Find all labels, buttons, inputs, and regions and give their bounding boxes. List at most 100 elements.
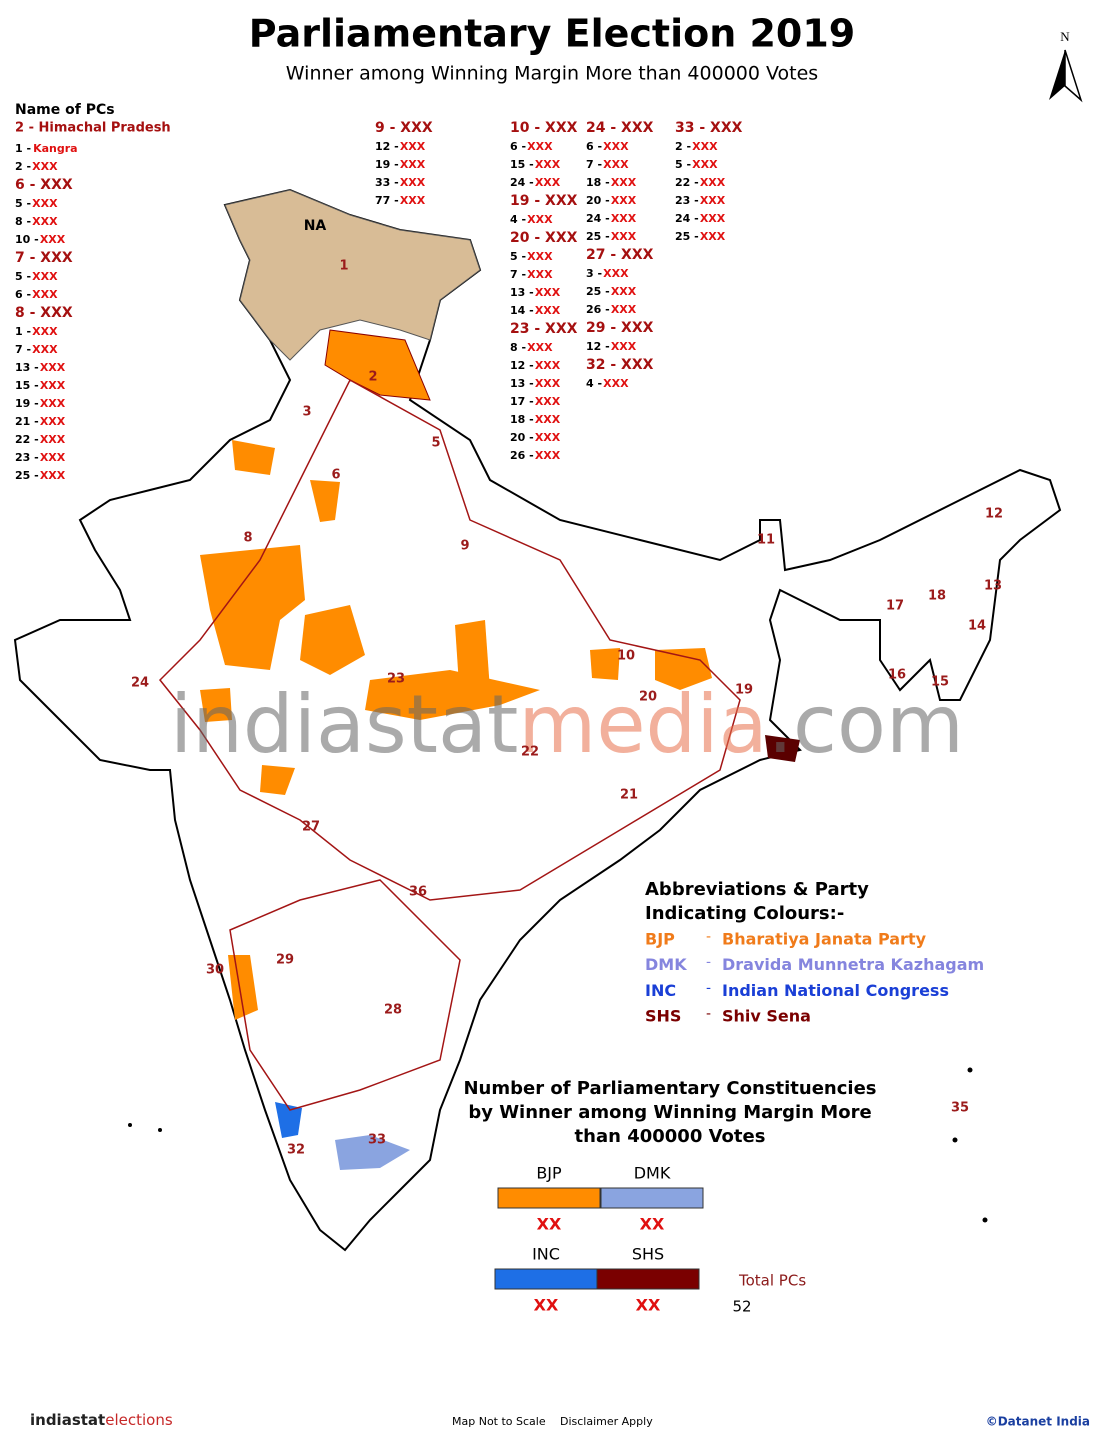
state-label: 35 bbox=[951, 1101, 969, 1116]
pc-number: 33 - bbox=[375, 176, 398, 189]
pc-number: 5 - bbox=[510, 250, 525, 263]
pc-number: 10 - bbox=[15, 233, 38, 246]
pc-item: 7 - XXX bbox=[586, 158, 629, 171]
bjp-region bbox=[300, 605, 365, 675]
pc-number: 5 - bbox=[15, 270, 30, 283]
pc-item: 1 - Kangra bbox=[15, 142, 78, 155]
state-label: 18 bbox=[928, 589, 946, 604]
state-label: 16 bbox=[888, 668, 906, 683]
pc-number: 7 - bbox=[15, 343, 30, 356]
legend-heading: Indicating Colours:- bbox=[645, 903, 844, 924]
disputed-region bbox=[224, 189, 481, 361]
pc-name: XXX bbox=[700, 176, 726, 189]
pc-item: 1 - XXX bbox=[15, 325, 58, 338]
pc-name: XXX bbox=[692, 140, 718, 153]
bjp-region bbox=[200, 688, 232, 722]
state-border bbox=[158, 378, 741, 901]
pc-name: XXX bbox=[40, 397, 66, 410]
island bbox=[158, 1128, 162, 1132]
state-label: 23 bbox=[387, 672, 405, 687]
pc-number: 6 - bbox=[586, 140, 601, 153]
pc-number: 6 - bbox=[15, 288, 30, 301]
pc-group-heading: 2 - Himachal Pradesh bbox=[15, 121, 171, 136]
bar-party: SHS bbox=[632, 1245, 664, 1264]
pc-name: XXX bbox=[535, 176, 561, 189]
pc-item: 19 - XXX bbox=[375, 158, 426, 171]
pc-name: XXX bbox=[611, 285, 637, 298]
state-label: 9 bbox=[460, 539, 469, 554]
pc-number: 22 - bbox=[15, 433, 38, 446]
pc-group-heading: 24 - XXX bbox=[586, 120, 654, 136]
footer-copyright: ©Datanet India bbox=[986, 1415, 1090, 1429]
pc-item: 12 - XXX bbox=[510, 359, 561, 372]
pc-item: 25 - XXX bbox=[15, 469, 66, 482]
pc-number: 24 - bbox=[586, 212, 609, 225]
pc-number: 15 - bbox=[15, 379, 38, 392]
pc-item: 10 - XXX bbox=[15, 233, 66, 246]
pc-name: XXX bbox=[40, 469, 66, 482]
bar-count: XX bbox=[537, 1215, 562, 1234]
pc-number: 1 - bbox=[15, 325, 30, 338]
pc-name: XXX bbox=[32, 197, 58, 210]
pc-list-heading: Name of PCs bbox=[15, 102, 115, 118]
pc-item: 4 - XXX bbox=[586, 377, 629, 390]
pc-group-heading: 8 - XXX bbox=[15, 305, 73, 321]
pc-number: 12 - bbox=[375, 140, 398, 153]
pc-name: XXX bbox=[527, 213, 553, 226]
pc-item: 12 - XXX bbox=[375, 140, 426, 153]
state-label: 5 bbox=[431, 436, 440, 451]
pc-name: XXX bbox=[40, 379, 66, 392]
legend-name: Shiv Sena bbox=[722, 1007, 811, 1026]
pc-item: 13 - XXX bbox=[510, 286, 561, 299]
state-label: 22 bbox=[521, 745, 539, 760]
pc-group-heading: 19 - XXX bbox=[510, 193, 578, 209]
state-label: 20 bbox=[639, 690, 657, 705]
pc-item: 3 - XXX bbox=[586, 267, 629, 280]
na-label: NA bbox=[304, 218, 327, 234]
pc-number: 13 - bbox=[510, 286, 533, 299]
pc-name: XXX bbox=[400, 158, 426, 171]
footer-note: Map Not to Scale bbox=[452, 1415, 546, 1428]
pc-number: 13 - bbox=[15, 361, 38, 374]
bjp-region bbox=[260, 765, 295, 795]
pc-name: XXX bbox=[535, 286, 561, 299]
state-label: 12 bbox=[985, 507, 1003, 522]
legend-name: Indian National Congress bbox=[722, 981, 949, 1000]
state-label: 2 bbox=[368, 370, 377, 385]
pc-name: XXX bbox=[611, 176, 637, 189]
pc-number: 14 - bbox=[510, 304, 533, 317]
pc-number: 2 - bbox=[675, 140, 690, 153]
pc-item: 5 - XXX bbox=[675, 158, 718, 171]
pc-item: 5 - XXX bbox=[15, 197, 58, 210]
pc-name: XXX bbox=[692, 158, 718, 171]
footer-note: Disclaimer Apply bbox=[560, 1415, 653, 1428]
pc-group-heading: 33 - XXX bbox=[675, 120, 743, 136]
pc-item: 2 - XXX bbox=[675, 140, 718, 153]
summary-bar bbox=[497, 1187, 601, 1209]
inc-region bbox=[275, 1102, 302, 1138]
pc-group-heading: 23 - XXX bbox=[510, 321, 578, 337]
pc-name: XXX bbox=[535, 304, 561, 317]
pc-item: 18 - XXX bbox=[586, 176, 637, 189]
pc-number: 12 - bbox=[586, 340, 609, 353]
pc-name: XXX bbox=[700, 230, 726, 243]
north-arrow bbox=[1064, 49, 1083, 103]
total-value: 52 bbox=[732, 1298, 751, 1316]
bar-party: DMK bbox=[634, 1164, 671, 1183]
watermark: indiastatmedia.com bbox=[170, 678, 964, 771]
summary-bar bbox=[596, 1268, 700, 1290]
footer-brand: indiastatelections bbox=[30, 1411, 173, 1429]
pc-name: XXX bbox=[611, 194, 637, 207]
pc-group-heading: 20 - XXX bbox=[510, 230, 578, 246]
map: NA bbox=[13, 188, 1062, 1252]
pc-name: XXX bbox=[527, 268, 553, 281]
state-label: 14 bbox=[968, 619, 986, 634]
legend-heading: Abbreviations & Party bbox=[645, 879, 869, 900]
legend-abbr: SHS bbox=[645, 1007, 681, 1026]
legend-dash: - bbox=[706, 980, 711, 996]
pc-number: 25 - bbox=[675, 230, 698, 243]
pc-number: 4 - bbox=[510, 213, 525, 226]
summary-title: than 400000 Votes bbox=[575, 1126, 766, 1147]
pc-name: XXX bbox=[535, 431, 561, 444]
